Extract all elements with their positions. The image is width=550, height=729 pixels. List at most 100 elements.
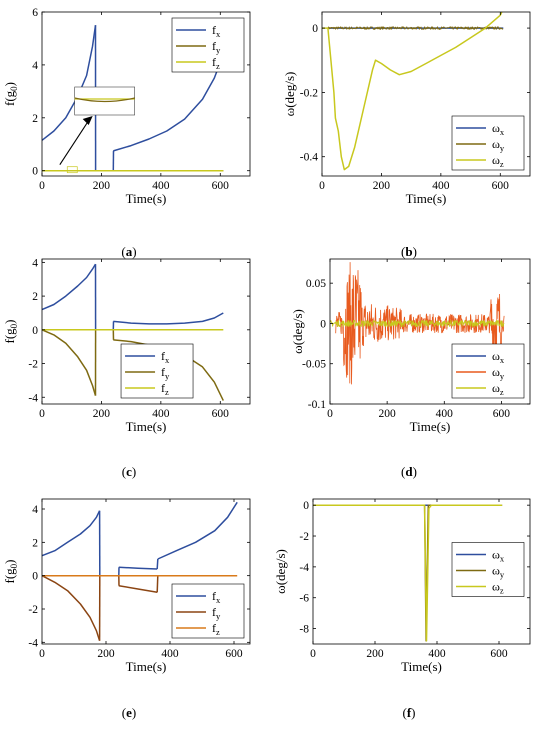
xtick-label-e-0: 0 (39, 648, 45, 660)
xtick-label-a-600: 600 (212, 180, 230, 192)
xlabel-d: Time(s) (410, 419, 451, 434)
ytick-label-c--2: -2 (28, 359, 38, 371)
xlabel-b: Time(s) (406, 191, 447, 206)
caption-e: (e) (89, 705, 169, 721)
ytick-label-a-4: 4 (32, 60, 38, 72)
ytick-label-f--6: -6 (299, 593, 309, 605)
series-e-f_y-seg-0 (42, 576, 100, 641)
series-c-f_x-seg-3 (113, 313, 223, 324)
xtick-label-c-600: 600 (212, 408, 230, 420)
xtick-label-b-200: 200 (373, 180, 391, 192)
caption-c-letter: c (126, 464, 132, 479)
ytick-label-f-0: 0 (303, 500, 309, 512)
xtick-label-f-0: 0 (310, 648, 316, 660)
xlabel-a: Time(s) (126, 191, 167, 206)
xtick-label-e-200: 200 (97, 648, 115, 660)
series-e-f_x-seg-3 (119, 567, 157, 569)
xtick-label-f-600: 600 (490, 648, 508, 660)
series-b-ω_y-seg-0 (328, 27, 503, 30)
series-e-f_x-seg-5 (158, 502, 237, 559)
caption-d: (d) (369, 464, 449, 480)
ylabel-b: ω(deg/s) (282, 72, 297, 117)
ytick-label-d-0.05: 0.05 (306, 278, 326, 290)
inset-a (60, 87, 135, 173)
legend-box-a (172, 18, 244, 72)
caption-f-letter: f (407, 705, 411, 720)
ylabel-e: f(g0) (2, 559, 19, 583)
ytick-label-e-0: 0 (32, 571, 38, 583)
series-e-f_y-seg-4 (157, 576, 158, 593)
ytick-label-f--8: -8 (299, 624, 309, 636)
ytick-label-c--4: -4 (28, 392, 38, 404)
ytick-label-e-2: 2 (32, 537, 38, 549)
series-e-f_y-seg-3 (119, 586, 157, 593)
caption-a-letter: a (126, 244, 133, 259)
ytick-label-c-2: 2 (32, 291, 38, 303)
xtick-label-d-0: 0 (327, 408, 333, 420)
xlabel-c: Time(s) (126, 419, 167, 434)
xtick-label-b-0: 0 (319, 180, 325, 192)
ytick-label-a-2: 2 (32, 113, 38, 125)
caption-f: (f) (369, 705, 449, 721)
legend-box-e (172, 584, 244, 638)
xlabel-f: Time(s) (401, 659, 442, 674)
caption-b-letter: b (405, 244, 412, 259)
xtick-label-a-200: 200 (93, 180, 111, 192)
ytick-label-f--2: -2 (299, 531, 309, 543)
legend-box-c (121, 344, 193, 398)
ytick-label-d--0.1: -0.1 (308, 399, 326, 411)
xlabel-e: Time(s) (126, 659, 167, 674)
xtick-label-c-200: 200 (93, 408, 111, 420)
legend-box-d (452, 344, 524, 398)
xtick-label-d-600: 600 (493, 408, 511, 420)
ytick-label-b--0.4: -0.4 (300, 152, 318, 164)
xtick-label-a-0: 0 (39, 180, 45, 192)
ytick-label-a-6: 6 (32, 7, 38, 19)
xtick-label-c-0: 0 (39, 408, 45, 420)
ytick-label-e-4: 4 (32, 504, 38, 516)
legend-box-f (452, 543, 524, 597)
ytick-label-f--4: -4 (299, 562, 309, 574)
xtick-label-b-600: 600 (492, 180, 510, 192)
series-e-f_x-seg-0 (42, 511, 100, 556)
series-c-f_y-seg-0 (42, 330, 96, 396)
ytick-label-e--2: -2 (28, 604, 38, 616)
xtick-label-e-600: 600 (225, 648, 243, 660)
inset-arrow-head (83, 116, 93, 125)
ytick-label-e--4: -4 (28, 637, 38, 649)
ytick-label-c-4: 4 (32, 257, 38, 269)
legend-box-b (452, 116, 524, 170)
ytick-label-c-0: 0 (32, 325, 38, 337)
xtick-label-d-200: 200 (379, 408, 397, 420)
caption-c: (c) (89, 464, 169, 480)
ylabel-f: ω(deg/s) (273, 549, 288, 594)
ytick-label-d--0.05: -0.05 (302, 359, 326, 371)
series-e-f_x-seg-4 (157, 559, 158, 569)
ytick-label-a-0: 0 (32, 166, 38, 178)
inset-arrow-line (60, 119, 90, 165)
caption-b: (b) (369, 244, 449, 260)
zoom-region (67, 167, 77, 173)
xtick-label-f-200: 200 (366, 648, 384, 660)
ytick-label-d-0: 0 (320, 318, 326, 330)
ylabel-a: f(g0) (2, 82, 19, 106)
ylabel-c: f(g0) (2, 319, 19, 343)
ylabel-d: ω(deg/s) (290, 309, 305, 354)
ytick-label-b-0: 0 (312, 23, 318, 35)
caption-a: (a) (89, 244, 169, 260)
ytick-label-b--0.2: -0.2 (300, 87, 318, 99)
